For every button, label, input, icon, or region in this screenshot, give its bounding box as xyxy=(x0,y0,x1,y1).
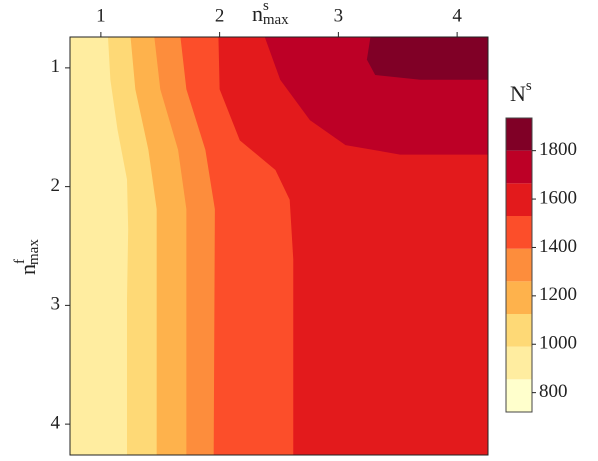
colorbar-band xyxy=(506,281,532,314)
colorbar-title: Ns xyxy=(510,78,532,106)
y-tick-label: 2 xyxy=(51,175,61,196)
colorbar-tick-label: 1400 xyxy=(539,236,577,257)
y-axis-label-sup: f xyxy=(12,259,28,264)
colorbar-tick-label: 1600 xyxy=(539,187,577,208)
colorbar-title-base: N xyxy=(510,81,526,106)
colorbar-tick-label: 1000 xyxy=(539,333,577,354)
colorbar-band xyxy=(506,346,532,380)
colorbar-band xyxy=(506,150,532,184)
y-axis-label-base: n xyxy=(15,264,40,275)
colorbar-band xyxy=(506,248,532,282)
colorbar-band xyxy=(506,216,532,249)
colorbar-tick-label: 1200 xyxy=(539,284,577,305)
colorbar-band xyxy=(506,118,532,151)
x-tick-label: 4 xyxy=(452,5,462,26)
y-tick-label: 4 xyxy=(51,412,61,433)
colorbar-tick-label: 800 xyxy=(539,381,568,402)
colorbar-tick-label: 1800 xyxy=(539,139,577,160)
colorbar-band xyxy=(506,379,532,412)
y-axis-label: nfmax xyxy=(12,239,42,275)
x-tick-label: 3 xyxy=(334,5,344,26)
colorbar-frame xyxy=(505,117,533,413)
colorbar-band xyxy=(506,183,532,216)
plot-area xyxy=(70,37,488,455)
x-axis-label-sub: max xyxy=(263,12,289,28)
colorbar-band xyxy=(506,314,532,347)
x-axis-label-sup: s xyxy=(263,0,269,14)
y-tick-label: 1 xyxy=(51,56,61,77)
contour-region xyxy=(366,37,488,80)
x-axis-label-base: n xyxy=(252,1,263,26)
plot-frame xyxy=(69,36,489,456)
colorbar-title-sup: s xyxy=(526,78,532,94)
y-tick-label: 3 xyxy=(51,294,61,315)
x-axis-label: ns max xyxy=(252,0,289,28)
y-axis-label-sub: max xyxy=(26,239,42,265)
x-tick-label: 2 xyxy=(215,5,225,26)
x-tick-label: 1 xyxy=(96,5,106,26)
